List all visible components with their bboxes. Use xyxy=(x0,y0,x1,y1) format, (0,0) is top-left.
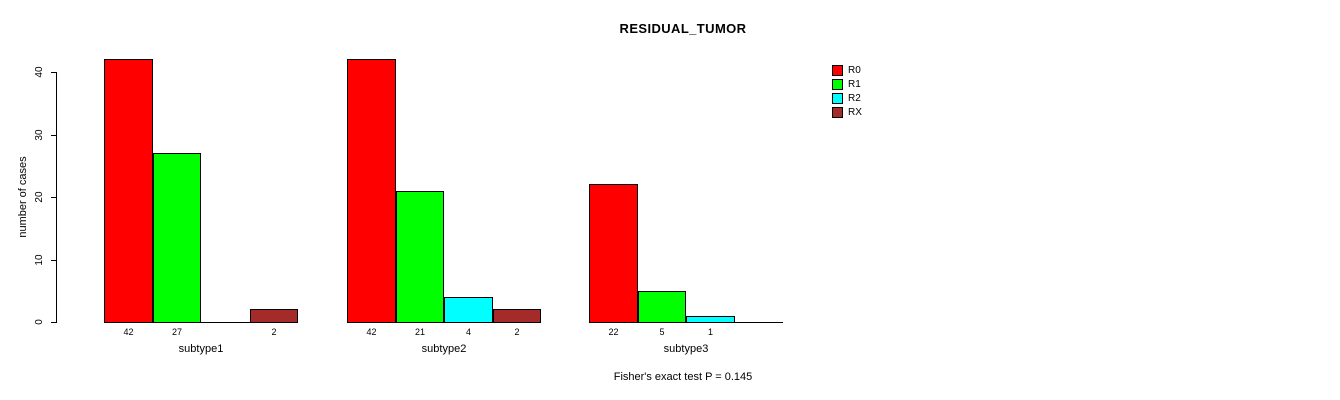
legend-item-R1: R1 xyxy=(832,78,862,91)
y-axis-tick xyxy=(51,135,56,136)
bar-R2-subtype2 xyxy=(444,297,493,323)
legend-swatch-R2 xyxy=(832,93,843,104)
bar-R2-subtype3 xyxy=(686,316,735,323)
y-axis-line xyxy=(56,72,57,323)
bar-R1-subtype1 xyxy=(153,153,201,323)
bar-RX-subtype2 xyxy=(493,309,541,323)
y-axis-tick-label: 20 xyxy=(34,191,45,203)
y-axis-tick xyxy=(51,72,56,73)
legend-label-R0: R0 xyxy=(848,65,861,76)
bar-value-label: 4 xyxy=(465,327,471,337)
bar-value-label: 27 xyxy=(171,327,182,337)
y-axis-tick-label: 30 xyxy=(34,129,45,141)
bar-R0-subtype2 xyxy=(347,59,396,323)
legend-item-R0: R0 xyxy=(832,64,862,77)
legend-item-RX: RX xyxy=(832,106,862,119)
bar-R1-subtype2 xyxy=(396,191,444,323)
legend-swatch-R1 xyxy=(832,79,843,90)
chart-title: RESIDUAL_TUMOR xyxy=(619,21,747,36)
x-category-label: subtype3 xyxy=(663,343,709,355)
bar-RX-subtype1 xyxy=(250,309,298,323)
bar-R1-subtype3 xyxy=(638,291,686,323)
legend-label-R1: R1 xyxy=(848,79,861,90)
legend: R0 R1 R2 RX xyxy=(832,64,862,120)
legend-item-R2: R2 xyxy=(832,92,862,105)
y-axis-tick xyxy=(51,260,56,261)
annotation-fisher-test: Fisher's exact test P = 0.145 xyxy=(613,371,753,383)
bar-value-label: 42 xyxy=(366,327,377,337)
bar-value-label: 22 xyxy=(608,327,619,337)
y-axis-label: number of cases xyxy=(17,156,29,238)
legend-label-RX: RX xyxy=(848,107,862,118)
y-axis-tick xyxy=(51,322,56,323)
y-axis-tick-label: 40 xyxy=(34,66,45,78)
bar-R0-subtype1 xyxy=(104,59,153,323)
bar-value-label: 2 xyxy=(271,327,277,337)
legend-label-R2: R2 xyxy=(848,93,861,104)
legend-swatch-R0 xyxy=(832,65,843,76)
x-category-label: subtype2 xyxy=(421,343,467,355)
x-category-label: subtype1 xyxy=(178,343,224,355)
bar-value-label: 5 xyxy=(659,327,665,337)
bar-value-label: 1 xyxy=(707,327,713,337)
legend-swatch-RX xyxy=(832,107,843,118)
y-axis-tick-label: 0 xyxy=(34,319,45,325)
bar-value-label: 2 xyxy=(514,327,520,337)
group-baseline xyxy=(104,322,298,323)
y-axis-tick-label: 10 xyxy=(34,254,45,266)
y-axis-tick xyxy=(51,197,56,198)
bar-value-label: 42 xyxy=(123,327,134,337)
bar-R0-subtype3 xyxy=(589,184,638,323)
bar-value-label: 21 xyxy=(414,327,425,337)
